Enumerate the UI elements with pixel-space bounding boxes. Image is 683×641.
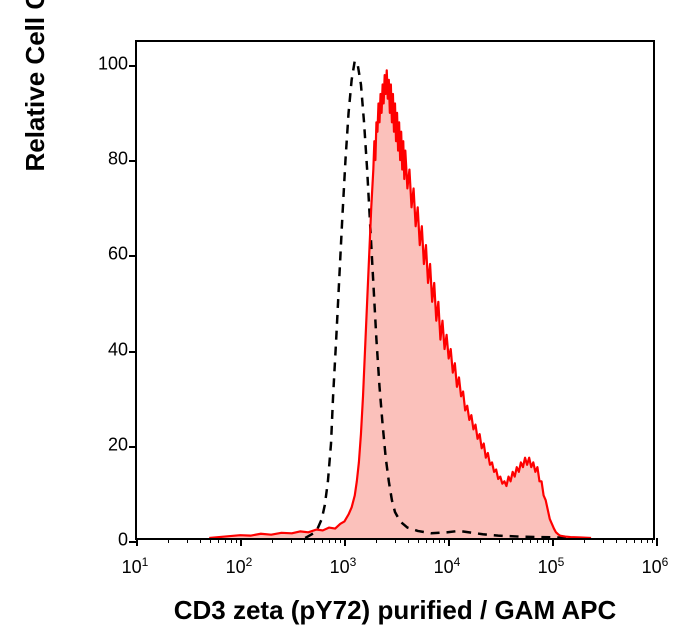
- x-minor-tick: [439, 538, 440, 543]
- plot-area: [135, 40, 655, 540]
- x-minor-tick: [231, 538, 232, 543]
- x-minor-tick: [168, 538, 169, 543]
- x-minor-tick: [236, 538, 237, 543]
- x-minor-tick: [444, 538, 445, 543]
- x-minor-tick: [314, 538, 315, 543]
- y-tick-label: 80: [108, 149, 128, 170]
- x-minor-tick: [291, 538, 292, 543]
- x-minor-tick: [548, 538, 549, 543]
- y-tick: [129, 160, 137, 162]
- x-minor-tick: [537, 538, 538, 543]
- x-minor-tick: [433, 538, 434, 543]
- x-minor-tick: [376, 538, 377, 543]
- x-minor-tick: [418, 538, 419, 543]
- x-tick: [552, 538, 554, 546]
- x-minor-tick: [304, 538, 305, 543]
- x-minor-tick: [272, 538, 273, 543]
- x-tick: [240, 538, 242, 546]
- y-tick: [129, 351, 137, 353]
- x-minor-tick: [634, 538, 635, 543]
- y-tick-label: 0: [118, 530, 128, 551]
- x-minor-tick: [584, 538, 585, 543]
- x-tick-label: 101: [122, 555, 149, 578]
- x-tick: [136, 538, 138, 546]
- y-tick: [129, 255, 137, 257]
- x-minor-tick: [522, 538, 523, 543]
- x-minor-tick: [329, 538, 330, 543]
- y-tick-label: 40: [108, 339, 128, 360]
- y-tick: [129, 65, 137, 67]
- x-minor-tick: [408, 538, 409, 543]
- flow-cytometry-histogram: Relative Cell Count CD3 zeta (pY72) puri…: [0, 0, 683, 641]
- x-minor-tick: [218, 538, 219, 543]
- x-tick-label: 103: [330, 555, 357, 578]
- x-axis-label: CD3 zeta (pY72) purified / GAM APC: [135, 595, 655, 626]
- x-minor-tick: [530, 538, 531, 543]
- x-tick-label: 102: [226, 555, 253, 578]
- x-minor-tick: [652, 538, 653, 543]
- y-tick-label: 100: [98, 53, 128, 74]
- y-tick-label: 60: [108, 244, 128, 265]
- x-tick: [656, 538, 658, 546]
- x-minor-tick: [200, 538, 201, 543]
- x-minor-tick: [647, 538, 648, 543]
- x-minor-tick: [626, 538, 627, 543]
- x-minor-tick: [603, 538, 604, 543]
- x-tick-label: 106: [642, 555, 669, 578]
- x-minor-tick: [395, 538, 396, 543]
- x-minor-tick: [499, 538, 500, 543]
- x-tick: [344, 538, 346, 546]
- x-minor-tick: [480, 538, 481, 543]
- x-minor-tick: [322, 538, 323, 543]
- x-minor-tick: [225, 538, 226, 543]
- x-minor-tick: [426, 538, 427, 543]
- x-minor-tick: [187, 538, 188, 543]
- y-tick: [129, 446, 137, 448]
- x-tick: [448, 538, 450, 546]
- x-minor-tick: [641, 538, 642, 543]
- x-minor-tick: [340, 538, 341, 543]
- y-axis-label: Relative Cell Count: [20, 0, 51, 172]
- x-minor-tick: [210, 538, 211, 543]
- histogram-svg: [137, 42, 653, 538]
- x-tick-label: 105: [538, 555, 565, 578]
- x-minor-tick: [335, 538, 336, 543]
- x-minor-tick: [543, 538, 544, 543]
- x-tick-label: 104: [434, 555, 461, 578]
- x-minor-tick: [512, 538, 513, 543]
- x-minor-tick: [616, 538, 617, 543]
- y-tick-label: 20: [108, 434, 128, 455]
